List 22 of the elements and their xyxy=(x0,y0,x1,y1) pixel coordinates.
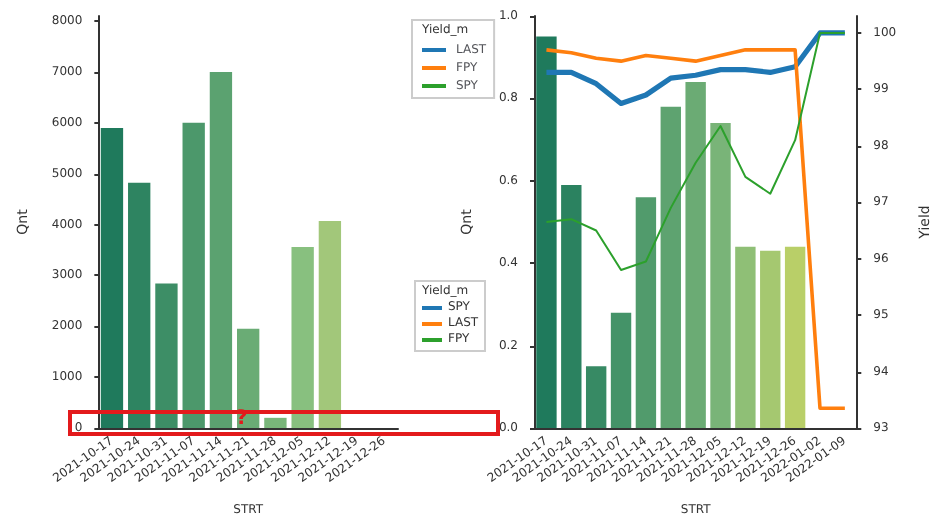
bar xyxy=(100,127,124,428)
bar xyxy=(710,123,731,428)
bar xyxy=(760,250,781,428)
line-series xyxy=(544,48,847,411)
bar xyxy=(237,328,260,428)
bar xyxy=(784,246,806,428)
bar xyxy=(735,246,756,428)
bar xyxy=(182,122,205,428)
bar xyxy=(635,197,657,428)
bar xyxy=(209,71,233,428)
bar xyxy=(264,417,287,428)
bar xyxy=(610,312,632,428)
bar xyxy=(318,220,342,428)
bar xyxy=(685,81,706,428)
bar xyxy=(128,182,151,428)
bar xyxy=(660,106,681,428)
line-series xyxy=(545,31,846,271)
bar xyxy=(536,36,557,428)
bar xyxy=(291,246,314,428)
bar xyxy=(561,184,582,428)
bar xyxy=(585,366,607,428)
bar xyxy=(155,283,178,428)
